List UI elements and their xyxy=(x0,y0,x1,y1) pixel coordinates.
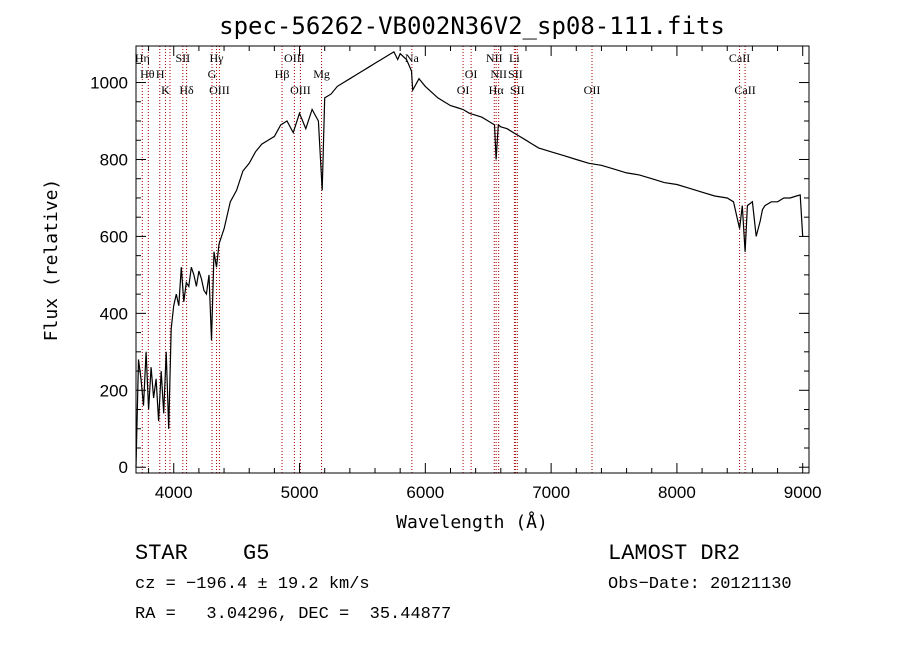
y-tick-label: 0 xyxy=(119,458,128,477)
line-label: NII xyxy=(490,67,507,81)
line-label: Hη xyxy=(135,51,150,65)
x-tick-label: 7000 xyxy=(532,483,570,502)
line-label: Hβ xyxy=(275,67,290,81)
line-label: G xyxy=(208,67,217,81)
y-tick-label: 1000 xyxy=(90,74,128,93)
x-tick-label: 6000 xyxy=(406,483,444,502)
survey-name: LAMOST DR2 xyxy=(608,541,741,566)
line-label: OIII xyxy=(290,83,311,97)
line-label: SII xyxy=(510,83,525,97)
x-tick-label: 4000 xyxy=(155,483,193,502)
line-label: CaII xyxy=(729,51,750,65)
y-tick-label: 400 xyxy=(100,304,128,323)
spectrum-line xyxy=(135,50,804,468)
x-tick-label: 8000 xyxy=(658,483,696,502)
series-group xyxy=(135,50,804,468)
object-subclass: G5 xyxy=(243,541,270,566)
line-label: OI xyxy=(457,83,470,97)
object-class: STAR xyxy=(135,541,188,566)
x-axis: 4000 5000 6000 7000 8000 9000 xyxy=(148,46,822,502)
emission-line-markers xyxy=(141,46,746,473)
line-label: Hθ xyxy=(140,67,155,81)
y-axis-label: Flux (relative) xyxy=(41,179,62,342)
line-label: Hγ xyxy=(210,51,225,65)
line-label: Na xyxy=(405,51,420,65)
observation-date: Obs−Date: 20121130 xyxy=(608,575,792,594)
sky-coordinates: RA = 3.04296, DEC = 35.44877 xyxy=(135,605,452,624)
line-label: SII xyxy=(175,51,190,65)
y-tick-label: 800 xyxy=(100,150,128,169)
line-label: OIII xyxy=(209,83,230,97)
x-tick-label: 5000 xyxy=(281,483,319,502)
line-label: NII xyxy=(486,51,503,65)
plot-frame xyxy=(135,45,810,474)
chart-title: spec-56262-VB002N36V2_sp08-111.fits xyxy=(219,12,725,40)
x-tick-label: 9000 xyxy=(784,483,822,502)
line-label: H xyxy=(156,67,165,81)
line-label: SII xyxy=(508,67,523,81)
line-label: K xyxy=(161,83,170,97)
line-label: Hα xyxy=(489,83,505,97)
line-label: Li xyxy=(509,51,520,65)
x-axis-label: Wavelength (Å) xyxy=(396,511,548,533)
line-label: Mg xyxy=(313,67,330,81)
line-label: OI xyxy=(465,67,478,81)
line-label: CaII xyxy=(734,83,755,97)
line-label: Hδ xyxy=(179,83,194,97)
line-label: OII xyxy=(584,83,601,97)
y-tick-label: 600 xyxy=(100,227,128,246)
line-label: OIII xyxy=(284,51,305,65)
redshift-velocity: cz = −196.4 ± 19.2 km/s xyxy=(135,575,370,594)
y-tick-label: 200 xyxy=(100,381,128,400)
y-axis: 0 200 400 600 800 1000 xyxy=(90,62,809,477)
